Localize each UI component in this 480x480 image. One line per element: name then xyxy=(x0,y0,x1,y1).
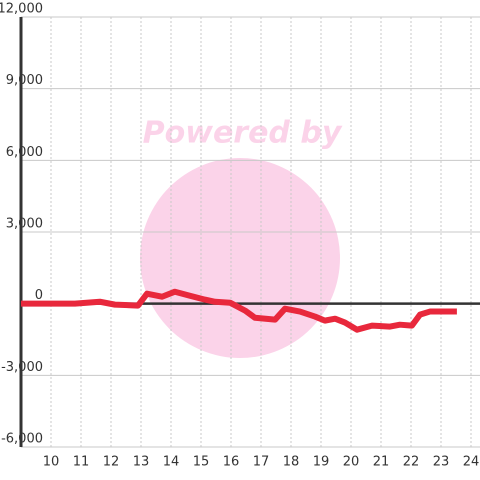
x-tick-label: 13 xyxy=(133,455,150,470)
x-tick-label: 15 xyxy=(193,455,210,470)
x-tick-label: 19 xyxy=(313,455,330,470)
x-tick-label: 12 xyxy=(103,455,120,470)
x-tick-label: 23 xyxy=(433,455,450,470)
x-tick-label: 24 xyxy=(463,455,480,470)
y-tick-label: 9,000 xyxy=(6,73,43,88)
y-tick-label: 0 xyxy=(35,288,43,303)
y-tick-label: 6,000 xyxy=(6,145,43,160)
data-line xyxy=(21,288,457,333)
x-tick-label: 16 xyxy=(223,455,240,470)
x-tick-label: 17 xyxy=(253,455,270,470)
y-tick-label: 12,000 xyxy=(0,2,43,17)
x-tick-label: 11 xyxy=(73,455,90,470)
x-tick-label: 10 xyxy=(43,455,60,470)
watermark-text: Powered by xyxy=(143,116,343,151)
x-tick-label: 18 xyxy=(283,455,300,470)
y-tick-label: 3,000 xyxy=(6,217,43,232)
x-tick-label: 20 xyxy=(343,455,360,470)
x-tick-label: 22 xyxy=(403,455,420,470)
watermark-logo xyxy=(140,158,340,358)
x-tick-label: 14 xyxy=(163,455,180,470)
x-tick-label: 21 xyxy=(373,455,390,470)
